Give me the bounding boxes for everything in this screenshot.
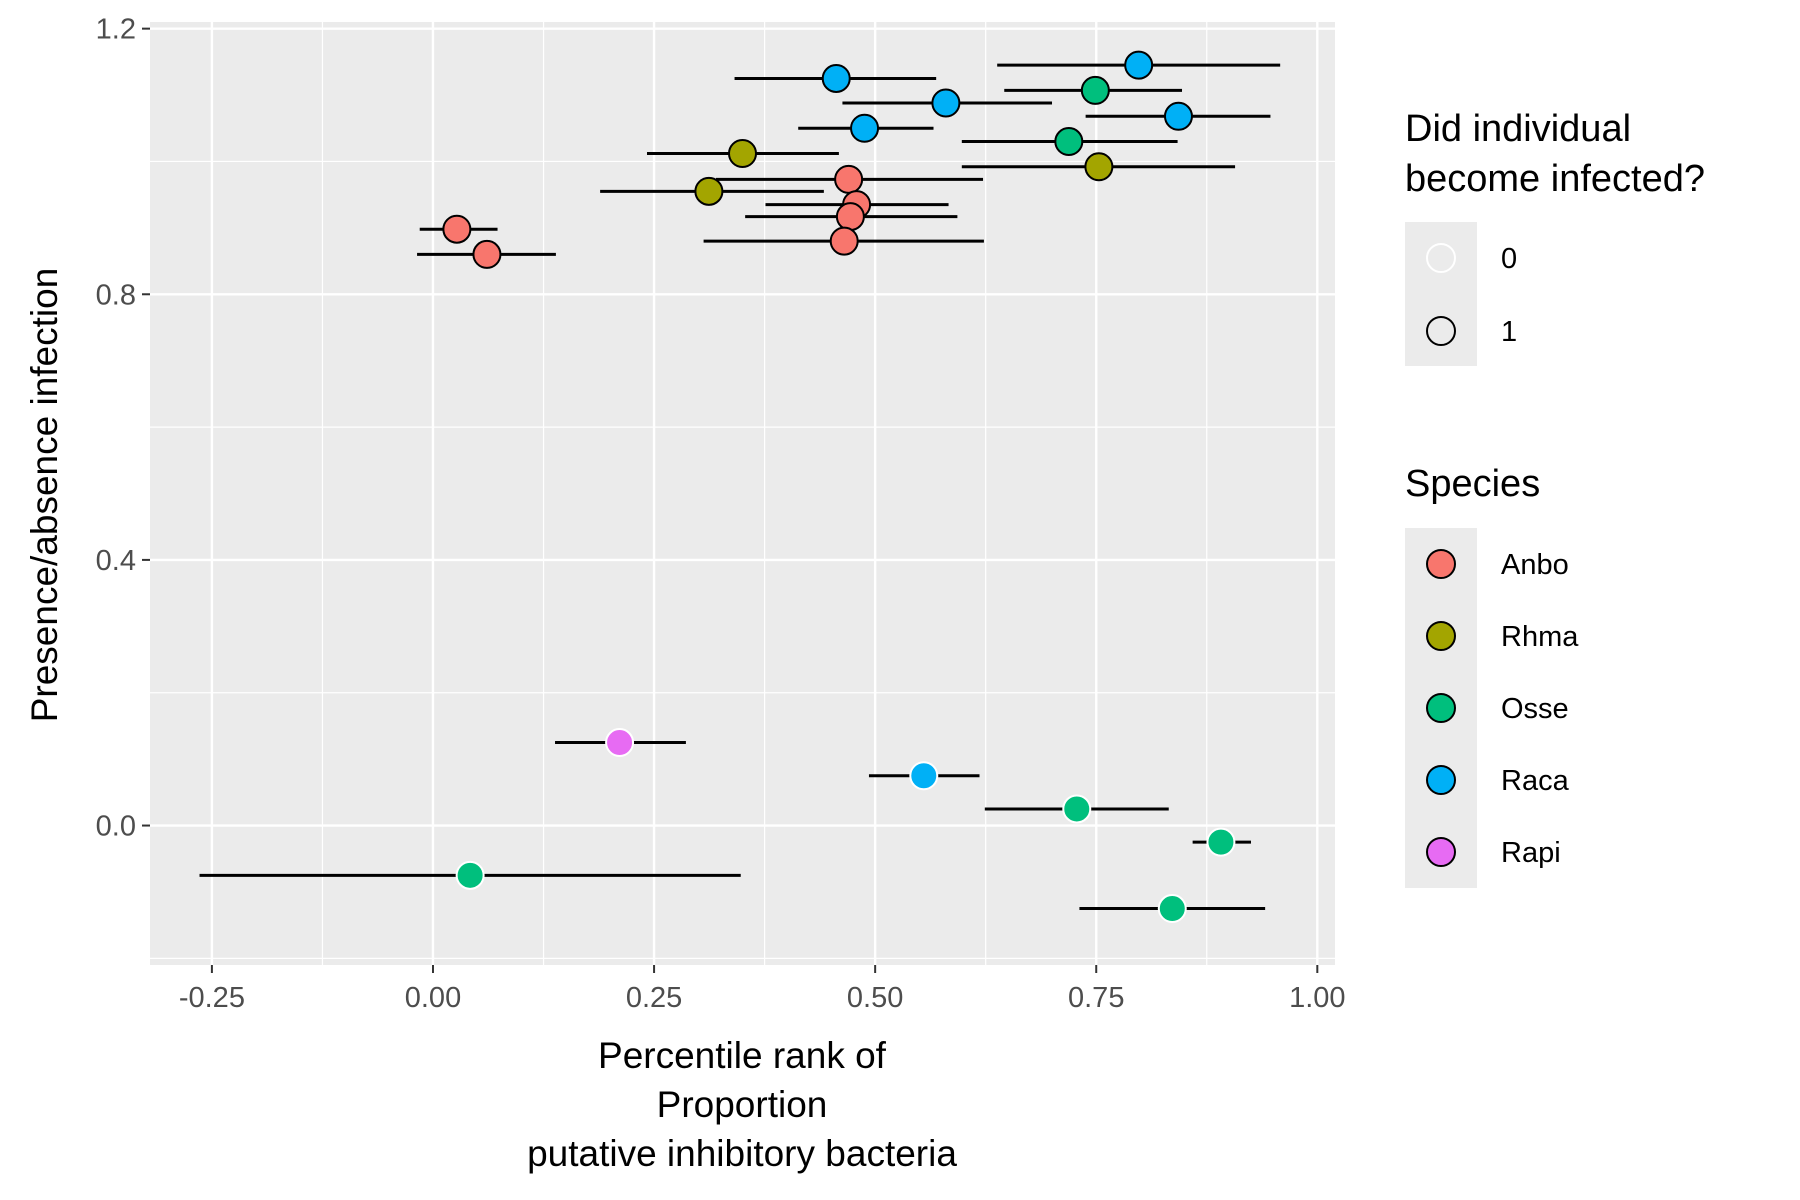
legend-label-infected: 1 [1501, 316, 1517, 348]
x-tick-label: 0.25 [626, 982, 682, 1014]
data-point-anbo [835, 202, 865, 232]
legend-key-anbo [1426, 549, 1456, 579]
x-axis-title-line-1: Percentile rank of [598, 1035, 887, 1076]
legend-key-osse [1426, 693, 1456, 723]
y-tick-label: 0.0 [96, 811, 136, 843]
legend-key-rhma [1426, 621, 1456, 651]
data-points [442, 50, 1236, 924]
major-gridlines [150, 22, 1335, 965]
y-tick-label: 0.8 [96, 279, 136, 311]
data-point-raca [850, 113, 880, 143]
data-point-rhma [728, 138, 757, 168]
legend-label-anbo: Anbo [1501, 549, 1569, 581]
x-axis-title-line-3: putative inhibitory bacteria [527, 1133, 957, 1174]
data-point-osse [455, 860, 485, 890]
data-point-raca [931, 88, 961, 118]
legend-label-rapi: Rapi [1501, 837, 1561, 869]
data-point-raca [1124, 50, 1154, 80]
y-axis: 0.0 0.4 0.8 1.2 [96, 14, 150, 843]
data-point-anbo [829, 226, 859, 256]
x-tick-label: -0.25 [179, 982, 245, 1014]
y-tick-label: 1.2 [96, 14, 136, 46]
data-point-raca [909, 761, 939, 791]
data-point-osse [1206, 827, 1236, 857]
y-tick-label: 0.4 [96, 545, 136, 577]
legend-infected-title-line-1: Did individual [1405, 108, 1631, 150]
legend-species-title: Species [1405, 463, 1540, 505]
legend-key-raca [1426, 765, 1456, 795]
legend-label-rhma: Rhma [1501, 621, 1579, 653]
data-point-anbo [442, 214, 472, 244]
legend-infected: Did individual become infected? 0 1 [1405, 108, 1705, 366]
legend-key-rapi [1426, 837, 1456, 867]
legend-key-infected [1426, 316, 1456, 346]
x-tick-label: 0.50 [847, 982, 903, 1014]
data-point-rapi [605, 728, 635, 758]
x-tick-label: 0.00 [405, 982, 461, 1014]
x-axis: -0.25 0.00 0.25 0.50 0.75 1.00 [179, 965, 1346, 1014]
data-point-rhma [694, 176, 724, 206]
legend-label-raca: Raca [1501, 765, 1570, 797]
data-point-osse [1054, 127, 1084, 157]
data-point-raca [1163, 101, 1193, 131]
data-point-rhma [1084, 152, 1114, 182]
legend-key-not-infected [1426, 243, 1456, 273]
data-point-raca [821, 63, 851, 93]
x-tick-label: 0.75 [1068, 982, 1124, 1014]
legend-label-not-infected: 0 [1501, 243, 1517, 275]
x-axis-title-line-2: Proportion [657, 1084, 828, 1125]
y-axis-title: Presence/absence infection [24, 268, 65, 723]
legend-label-osse: Osse [1501, 693, 1569, 725]
x-tick-label: 1.00 [1289, 982, 1345, 1014]
legend-species: Species Anbo Rhma Osse Raca Rapi [1405, 463, 1579, 888]
data-point-osse [1062, 794, 1092, 824]
data-point-anbo [834, 164, 864, 194]
data-point-osse [1080, 75, 1110, 105]
data-point-anbo [472, 239, 502, 269]
legend-infected-title-line-2: become infected? [1405, 158, 1705, 200]
data-point-osse [1157, 894, 1187, 924]
